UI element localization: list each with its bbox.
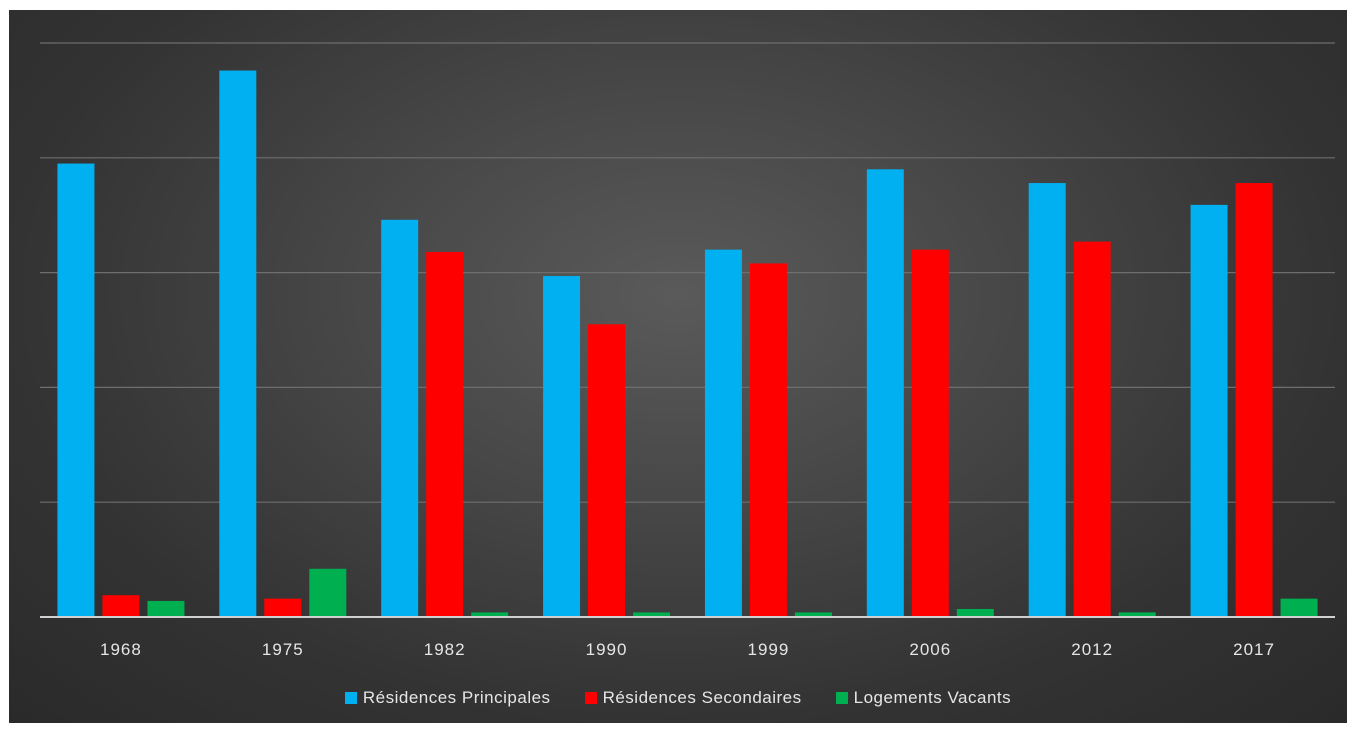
- bar: [102, 595, 140, 617]
- bar: [219, 70, 257, 617]
- bar: [1190, 204, 1228, 618]
- x-tick-label: 1968: [100, 640, 142, 659]
- legend-item: Résidences Principales: [344, 688, 551, 708]
- bar: [866, 169, 904, 617]
- legend-swatch: [584, 692, 597, 704]
- bar: [633, 612, 671, 617]
- chart-area: 1968 1975 1982 1990 1999 2006 2012 2017 Résiden…: [9, 10, 1347, 723]
- bar: [1235, 183, 1273, 617]
- bar: [309, 568, 347, 617]
- legend-label: Résidences Secondaires: [602, 688, 802, 707]
- x-tick-label: 1975: [262, 640, 304, 659]
- legend: Résidences Principales Résidences Second…: [9, 688, 1347, 708]
- bar: [264, 598, 302, 617]
- bar: [381, 219, 419, 618]
- bar: [543, 276, 581, 617]
- legend-label: Résidences Principales: [362, 688, 551, 707]
- x-tick-label: 1999: [748, 640, 790, 659]
- legend-label: Logements Vacants: [853, 688, 1012, 707]
- legend-item: Résidences Secondaires: [584, 688, 802, 708]
- bar: [1280, 598, 1318, 617]
- legend-swatch: [835, 692, 848, 704]
- bar: [1118, 612, 1156, 617]
- x-tick-label: 1982: [424, 640, 466, 659]
- bar: [471, 612, 509, 617]
- x-tick-label: 2012: [1071, 640, 1113, 659]
- x-tick-label: 1990: [586, 640, 628, 659]
- bar: [911, 249, 949, 617]
- bars: [57, 70, 1318, 618]
- bar: [147, 600, 185, 617]
- bar: [57, 163, 95, 618]
- bar: [704, 249, 742, 617]
- bar: [794, 612, 832, 617]
- bar: [1028, 183, 1066, 617]
- x-tick-label: 2006: [909, 640, 951, 659]
- legend-swatch: [344, 692, 357, 704]
- bar: [749, 263, 787, 617]
- bar: [956, 608, 994, 617]
- bar-chart: 1968 1975 1982 1990 1999 2006 2012 2017: [40, 42, 1335, 659]
- x-tick-label: 2017: [1233, 640, 1275, 659]
- bar: [1073, 241, 1111, 617]
- x-tick-labels: 1968 1975 1982 1990 1999 2006 2012 2017: [100, 640, 1275, 659]
- legend-item: Logements Vacants: [835, 688, 1012, 708]
- bar: [588, 324, 626, 617]
- bar: [426, 251, 464, 617]
